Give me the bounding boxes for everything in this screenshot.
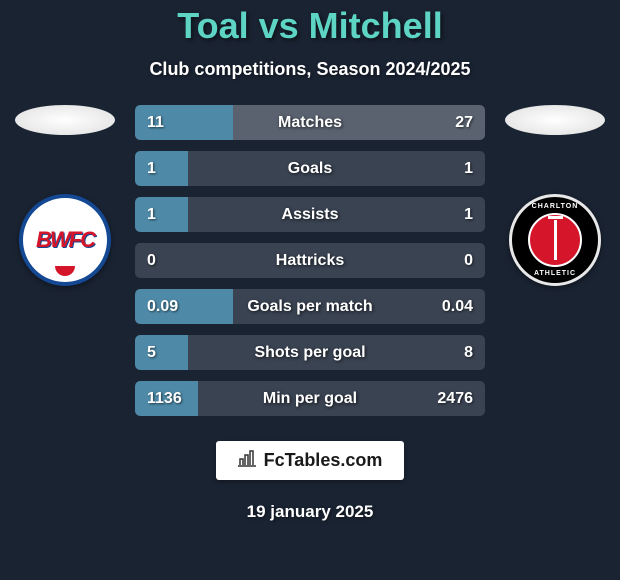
stat-label: Matches (278, 114, 342, 132)
stat-value-right: 1 (464, 160, 473, 178)
charlton-crest-inner (528, 213, 582, 267)
comparison-card: Toal vs Mitchell Club competitions, Seas… (0, 0, 620, 580)
stat-value-left: 11 (147, 114, 164, 132)
stat-label: Shots per goal (254, 344, 365, 362)
stat-row: 5 Shots per goal 8 (135, 335, 485, 370)
player-right-avatar-placeholder (505, 105, 605, 135)
charlton-crest-text-top: CHARLTON (532, 203, 579, 210)
stat-row: 1 Goals 1 (135, 151, 485, 186)
stat-value-left: 1 (147, 160, 156, 178)
stat-row: 11 Matches 27 (135, 105, 485, 140)
stat-label: Min per goal (263, 390, 357, 408)
stat-fill-left (135, 151, 188, 186)
footer-date: 19 january 2025 (247, 502, 374, 522)
sword-icon (554, 220, 557, 260)
stat-value-right: 2476 (437, 390, 473, 408)
stat-value-right: 0 (464, 252, 473, 270)
bwfc-crest-text: BWFC (36, 227, 94, 253)
stat-value-left: 1136 (147, 390, 182, 408)
branding-text: FcTables.com (264, 450, 383, 471)
main-area: BWFC 11Matches271Goals11Assists10Hattric… (0, 105, 620, 416)
stat-value-left: 0.09 (147, 298, 178, 316)
stat-label: Assists (282, 206, 339, 224)
stat-label: Hattricks (276, 252, 344, 270)
stat-value-left: 5 (147, 344, 156, 362)
stat-fill-right (233, 105, 485, 140)
stat-fill-left (135, 335, 188, 370)
club-crest-right: CHARLTON ATHLETIC (505, 190, 605, 290)
stat-value-right: 0.04 (442, 298, 473, 316)
bwfc-crest: BWFC (19, 194, 111, 286)
page-title: Toal vs Mitchell (177, 5, 442, 47)
chart-icon (238, 449, 258, 472)
stat-fill-left (135, 197, 188, 232)
player-left-col: BWFC (10, 105, 120, 290)
stats-column: 11Matches271Goals11Assists10Hattricks00.… (135, 105, 485, 416)
stat-value-left: 1 (147, 206, 156, 224)
stat-row: 0 Hattricks 0 (135, 243, 485, 278)
club-crest-left: BWFC (15, 190, 115, 290)
stat-label: Goals per match (247, 298, 372, 316)
player-left-avatar-placeholder (15, 105, 115, 135)
stat-row: 0.09 Goals per match 0.04 (135, 289, 485, 324)
stat-value-right: 27 (455, 114, 473, 132)
stat-row: 1136 Min per goal 2476 (135, 381, 485, 416)
stat-value-left: 0 (147, 252, 156, 270)
stat-row: 1 Assists 1 (135, 197, 485, 232)
stat-value-right: 8 (464, 344, 473, 362)
charlton-crest-text-bottom: ATHLETIC (534, 270, 576, 277)
stat-value-right: 1 (464, 206, 473, 224)
subtitle: Club competitions, Season 2024/2025 (149, 59, 470, 80)
stat-label: Goals (288, 160, 332, 178)
charlton-crest: CHARLTON ATHLETIC (509, 194, 601, 286)
player-right-col: CHARLTON ATHLETIC (500, 105, 610, 290)
branding-box[interactable]: FcTables.com (216, 441, 405, 480)
